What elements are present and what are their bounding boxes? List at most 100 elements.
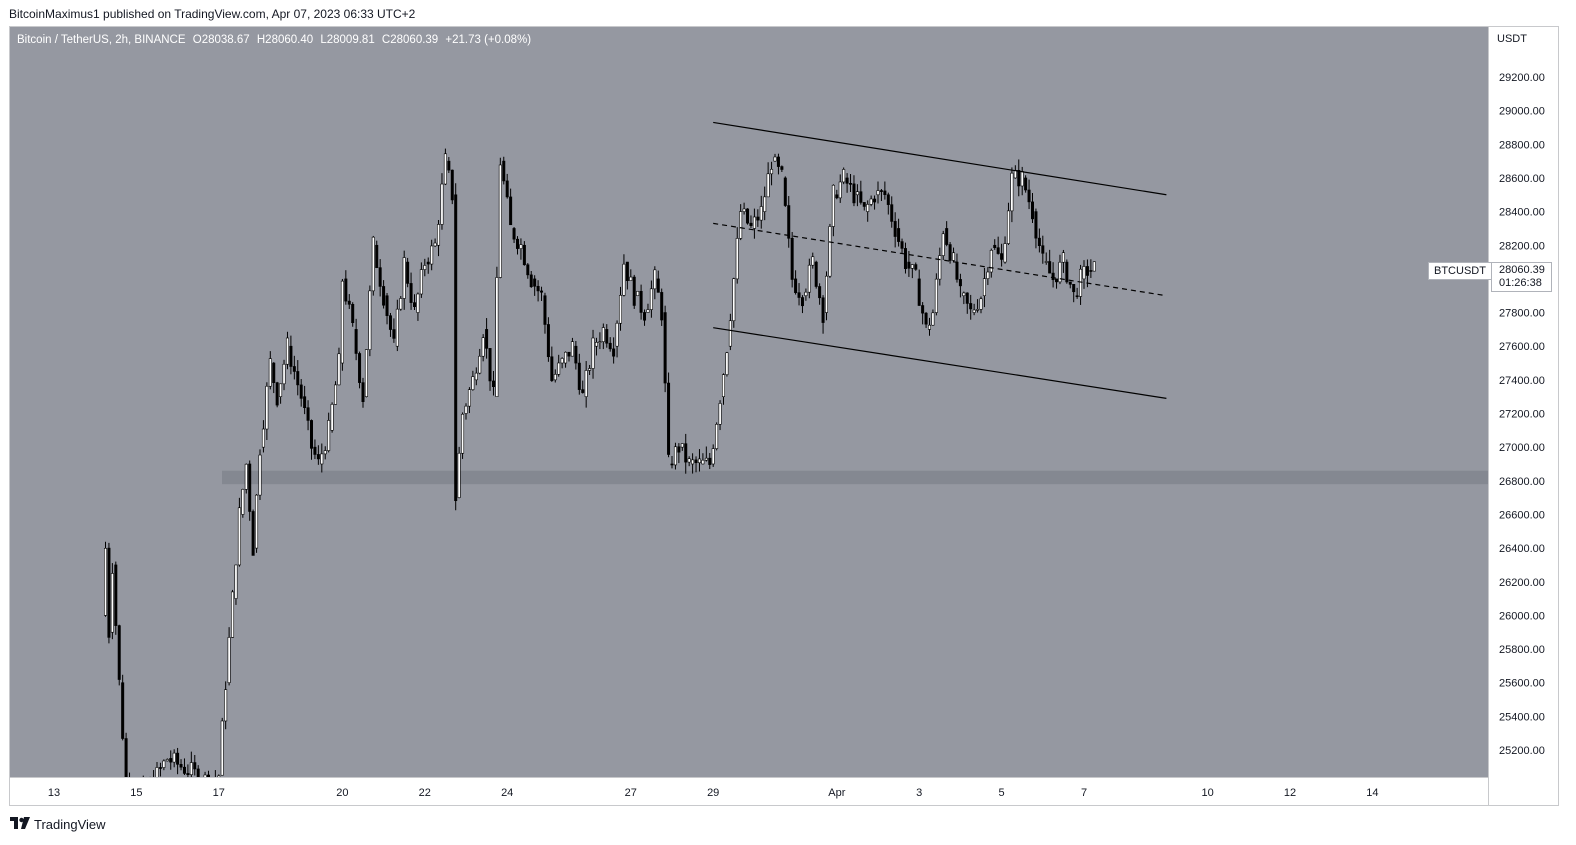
- candle-body: [684, 443, 688, 463]
- time-axis[interactable]: 13 15 17 20 22 24 27 29 Apr 3 5 7 10 12 14: [10, 777, 1488, 805]
- candle-body: [433, 242, 437, 247]
- candle-body: [402, 257, 406, 299]
- candle-body: [488, 348, 492, 382]
- candle-body: [474, 372, 478, 381]
- candle-body: [234, 564, 238, 599]
- candle-body: [897, 228, 901, 242]
- candle-body: [893, 221, 897, 237]
- candle-body: [629, 276, 633, 281]
- symbol-header: Bitcoin / TetherUS, 2h, BINANCE O28038.6…: [17, 34, 531, 46]
- candle-body: [337, 353, 341, 386]
- candle-body: [732, 278, 736, 322]
- candle-body: [543, 295, 547, 325]
- candle-body: [237, 507, 241, 566]
- low-value: 28009.81: [326, 34, 375, 46]
- candle-body: [158, 767, 162, 769]
- candle-body: [876, 190, 880, 196]
- candle-body: [643, 312, 647, 321]
- candle-body: [972, 309, 976, 313]
- candle-body: [725, 352, 729, 375]
- candle-body: [584, 370, 588, 397]
- candle-body: [704, 457, 708, 461]
- candle-body: [773, 156, 777, 162]
- candle-body: [334, 384, 338, 405]
- candle-body: [952, 252, 956, 261]
- time-tick-label: 15: [130, 787, 142, 799]
- time-tick-label: 14: [1366, 787, 1378, 799]
- candle-body: [461, 413, 465, 454]
- price-axis-labels: 25200.00 25400.00 25600.00 25800.00 26000.00…: [1499, 72, 1545, 757]
- candle-body: [1010, 172, 1014, 212]
- candle-body: [1003, 243, 1007, 263]
- candle-body: [1034, 211, 1038, 239]
- time-tick-label: 20: [336, 787, 348, 799]
- candle-body: [519, 244, 523, 249]
- candle-body: [794, 278, 798, 293]
- candle-body: [728, 320, 732, 347]
- candle-body: [502, 160, 506, 182]
- candle-body: [1058, 261, 1062, 283]
- candle-body: [917, 278, 921, 306]
- candle-body: [361, 382, 365, 403]
- candle-body: [313, 446, 317, 455]
- tradingview-brand[interactable]: TradingView: [10, 816, 106, 832]
- price-tick-label: 26600.00: [1499, 509, 1545, 521]
- candle-body: [866, 204, 870, 212]
- candle-body: [783, 177, 787, 206]
- candle-body: [756, 216, 760, 221]
- candle-body: [426, 261, 430, 265]
- candle-body: [800, 297, 804, 307]
- candle-body: [1075, 295, 1079, 298]
- candle-body: [299, 384, 303, 399]
- candle-body: [550, 356, 554, 381]
- candle-body: [694, 459, 698, 464]
- price-tick-label: 26800.00: [1499, 476, 1545, 488]
- time-tick-label: 13: [48, 787, 60, 799]
- candle-body: [364, 349, 368, 397]
- candle-body: [1068, 281, 1072, 285]
- candle-body: [423, 265, 427, 270]
- candle-body: [873, 198, 877, 203]
- candle-body: [289, 345, 293, 367]
- candle-body: [591, 337, 595, 369]
- price-tick-label: 25800.00: [1499, 644, 1545, 656]
- last-price-box: 28060.39 01:26:38: [1491, 262, 1552, 292]
- price-axis[interactable]: 25200.00 25400.00 25600.00 25800.00 26000.00…: [1488, 27, 1558, 805]
- candle-body: [749, 222, 753, 226]
- candle-body: [1030, 201, 1034, 220]
- candle-body: [636, 290, 640, 297]
- candle-body: [924, 312, 928, 325]
- chart-area[interactable]: [10, 27, 1488, 777]
- candle-body: [309, 420, 313, 449]
- candle-body: [409, 283, 413, 303]
- candle-body: [697, 458, 701, 464]
- candle-body: [406, 261, 410, 284]
- price-tick-label: 25600.00: [1499, 678, 1545, 690]
- candle-body: [231, 591, 235, 638]
- candle-body: [862, 202, 866, 207]
- time-tick-label: 12: [1284, 787, 1296, 799]
- candle-body: [814, 261, 818, 287]
- candle-body: [1055, 278, 1059, 283]
- candle-body: [457, 452, 461, 498]
- high-key: H: [256, 34, 266, 46]
- candle-body: [104, 547, 108, 616]
- candle-body: [1048, 261, 1052, 274]
- candle-body: [797, 292, 801, 298]
- candle-body: [382, 286, 386, 306]
- candle-body: [653, 269, 657, 290]
- time-tick-label: 27: [625, 787, 637, 799]
- candle-body: [351, 304, 355, 324]
- price-tick-label: 27000.00: [1499, 442, 1545, 454]
- candle-body: [567, 351, 571, 357]
- candle-body: [1065, 261, 1069, 283]
- candle-body: [169, 758, 173, 763]
- channel-lower-line: [713, 327, 1167, 399]
- candle-body: [1072, 284, 1076, 293]
- candle-body: [368, 290, 372, 350]
- chart-frame: [9, 26, 1559, 806]
- candle-body: [155, 767, 159, 777]
- candle-body: [251, 511, 255, 556]
- candle-body: [282, 363, 286, 385]
- candle-body: [189, 762, 193, 775]
